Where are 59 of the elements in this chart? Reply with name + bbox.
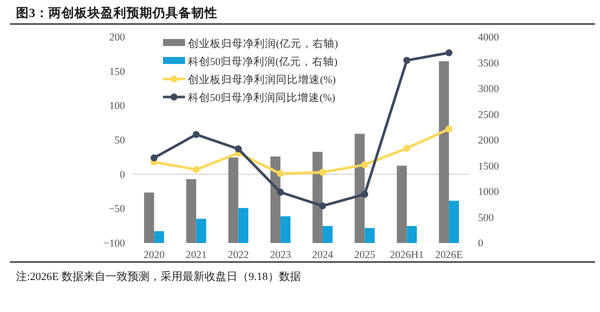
x-tick-label: 2023 [270,250,291,261]
point [319,168,326,176]
bar [448,200,459,243]
y-tick-label: 0 [120,170,125,181]
bar [186,179,196,243]
x-tick-label: 2022 [228,250,249,261]
point [403,56,410,64]
legend-label: 科创50归母净利润(亿元，右轴) [188,55,338,68]
bar [354,134,365,243]
bar [144,192,154,243]
point [150,154,158,162]
y2-tick-label: 2500 [478,110,499,121]
y-tick-label: 200 [109,32,125,44]
point [276,188,284,196]
y2-tick-label: 3000 [478,84,499,95]
y-tick-label: 100 [109,101,125,112]
bar [364,228,375,243]
bar [196,218,206,243]
x-tick-label: 2025 [354,250,376,261]
y-tick-label: 150 [109,66,125,78]
y2-tick-label: 1500 [478,161,499,172]
bar [154,231,164,243]
point [361,161,368,168]
point [361,190,368,198]
y-tick-label: 50 [114,136,125,146]
legend-label: 科创50归母净利润同比增速(%) [188,91,336,104]
point [192,166,200,174]
bar [280,216,290,243]
x-tick-label: 2020 [144,250,165,261]
y-tick-label: −50 [108,204,125,216]
legend-label: 创业板归母净利润(亿元，右轴) [188,37,338,50]
bar [228,158,238,243]
point [234,145,242,152]
y2-tick-label: 500 [478,212,494,224]
bar [438,61,449,243]
y2-tick-label: 0 [478,238,484,250]
x-tick-label: 2024 [312,250,334,261]
bar [322,226,333,243]
x-tick-label: 2021 [186,250,207,261]
point [192,131,200,138]
x-tick-label: 2026H1 [390,250,424,261]
point [445,49,452,56]
point [276,170,284,178]
bar [238,208,248,243]
y2-tick-label: 1000 [478,187,499,198]
y2-tick-label: 4000 [478,32,499,44]
bar [312,152,323,243]
y-tick-label: −100 [103,238,125,250]
bar [396,166,407,243]
x-tick-label: 2026E [435,250,463,261]
bar [406,226,417,243]
y2-tick-label: 2000 [478,136,499,146]
point [403,144,410,152]
point [445,126,452,133]
point [319,202,326,210]
legend-label: 创业板归母净利润同比增速(%) [188,73,336,86]
text: 注:2026E 数据来自一致预测，采用最新收盘日（9.18）数据 [16,270,301,283]
y2-tick-label: 3500 [478,58,499,70]
chart-title: 图3：两创板块盈利预期仍具备韧性 [16,5,218,20]
